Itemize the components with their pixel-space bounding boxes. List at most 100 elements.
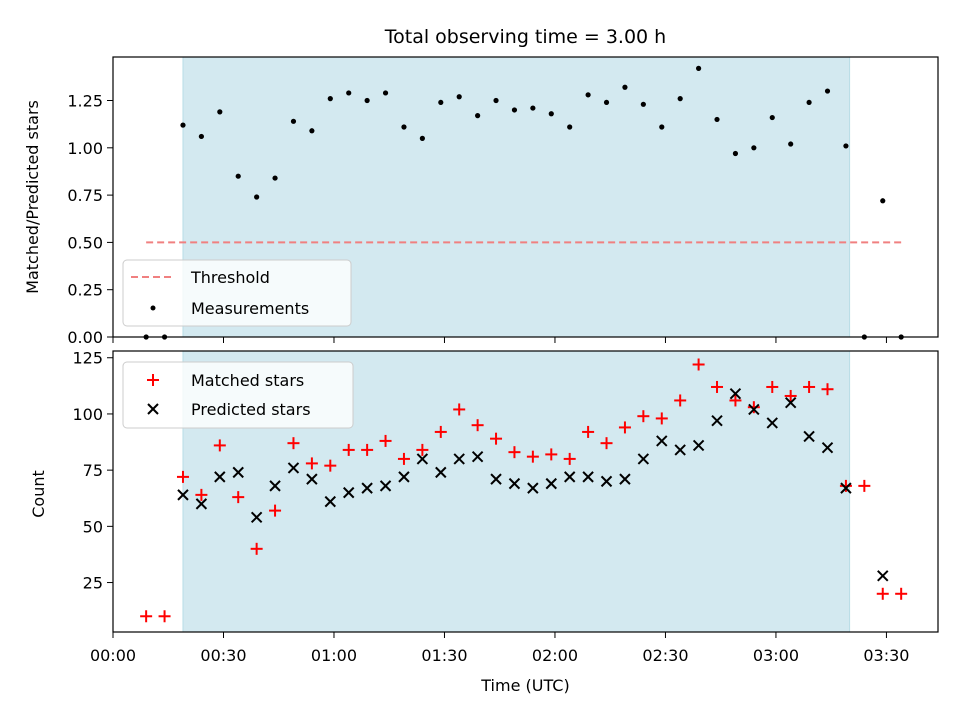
top-ytick-label: 0.75 (67, 186, 103, 205)
bottom-xtick-label: 03:00 (753, 646, 799, 665)
matched-stars-point (490, 432, 503, 445)
legend-measurements-swatch (150, 305, 156, 311)
measurements-point (806, 99, 812, 106)
matched-stars-point (618, 421, 631, 434)
predicted-stars-point (674, 444, 686, 456)
measurements-point (622, 84, 628, 90)
measurements-point (603, 99, 610, 106)
predicted-stars-point (619, 473, 631, 485)
predicted-stars-point (177, 489, 189, 501)
measurements-point (419, 135, 425, 141)
top-ytick-label: 1.00 (67, 139, 103, 158)
bottom-ytick-label: 50 (83, 517, 103, 536)
matched-stars-point (416, 443, 429, 456)
measurements-point (309, 128, 315, 134)
matched-stars-point (342, 443, 355, 456)
matched-stars-point (858, 479, 871, 492)
bottom-ylabel: Count (29, 470, 48, 518)
measurements-point (843, 143, 849, 149)
legend-predicted-swatch (147, 403, 159, 415)
measurements-point (824, 88, 831, 94)
measurements-point (677, 96, 683, 102)
matched-stars-point (821, 383, 834, 396)
measurements-point (235, 173, 241, 179)
matched-stars-point (195, 488, 208, 501)
bottom-xtick-label: 02:30 (642, 646, 688, 665)
predicted-stars-point (784, 396, 797, 409)
predicted-stars-point (379, 480, 392, 492)
top-panel: 0.00 0.25 0.50 0.75 1.00 1.25 Total observing… (23, 26, 939, 347)
bottom-plot-frame (112, 350, 939, 633)
legend-measurements-label: Measurements (191, 299, 309, 318)
measurements-point (732, 150, 739, 157)
predicted-stars-point (600, 475, 613, 488)
predicted-stars-point (711, 414, 723, 427)
matched-stars-point (545, 448, 558, 461)
predicted-stars-point (287, 462, 300, 474)
matched-stars-point (324, 459, 337, 472)
matched-stars-point (692, 358, 705, 371)
measurements-point (327, 96, 333, 102)
measurements-point (364, 97, 370, 104)
measurements-point (401, 124, 407, 130)
measurements-point (217, 109, 223, 115)
matched-stars-point (876, 587, 889, 600)
predicted-stars-point (435, 466, 447, 479)
predicted-stars-point (692, 439, 705, 452)
matched-stars-point (582, 425, 595, 438)
measurements-point (290, 118, 297, 124)
matched-stars-point (784, 389, 797, 402)
top-title: Total observing time = 3.00 h (384, 26, 666, 48)
matched-stars-point (397, 452, 410, 465)
predicted-stars-point (803, 430, 815, 443)
predicted-stars-point (508, 477, 521, 490)
matched-stars-point (526, 450, 539, 463)
matched-stars-point (655, 412, 668, 425)
matched-stars-point (674, 394, 687, 407)
predicted-stars-point (656, 435, 668, 447)
matched-stars-point (895, 587, 908, 600)
matched-stars-point (305, 457, 318, 470)
matched-stars-point (453, 403, 466, 416)
legend-matched-label: Matched stars (191, 371, 304, 390)
matched-stars-point (213, 439, 226, 452)
predicted-stars-point (748, 403, 760, 416)
bottom-ytick-label: 100 (72, 405, 103, 424)
predicted-stars-point (398, 471, 410, 483)
measurements-point (180, 122, 186, 128)
predicted-stars-point (821, 441, 834, 454)
matched-stars-point (637, 410, 650, 423)
matched-stars-point (434, 425, 447, 438)
measurements-point (548, 111, 554, 117)
measurements-point (640, 101, 646, 107)
predicted-stars-point (582, 471, 594, 483)
bottom-xtick-label: 01:30 (421, 646, 467, 665)
predicted-stars-point (343, 486, 355, 499)
bottom-legend: Matched stars Predicted stars (122, 361, 354, 429)
predicted-stars-point (232, 466, 244, 479)
bottom-xtick-label: 00:30 (200, 646, 246, 665)
measurements-point (456, 94, 462, 100)
predicted-stars-point (214, 471, 226, 483)
top-plot-frame (112, 56, 939, 338)
matched-stars-point (158, 610, 171, 623)
measurements-point (438, 99, 444, 106)
measurements-point (567, 124, 573, 130)
predicted-stars-point (306, 473, 318, 485)
measurements-point (272, 175, 278, 181)
top-ytick-label: 1.25 (67, 92, 103, 111)
bottom-xlabel: Time (UTC) (480, 676, 569, 695)
predicted-stars-point (545, 477, 557, 490)
measurements-point (198, 133, 204, 140)
measurements-point (382, 90, 389, 96)
legend-matched-swatch (147, 374, 159, 386)
legend-predicted-label: Predicted stars (191, 400, 311, 419)
matched-stars-point (379, 434, 392, 447)
matched-stars-point (250, 542, 263, 555)
predicted-stars-point (453, 453, 465, 465)
matched-stars-point (471, 419, 484, 432)
predicted-stars-point (324, 495, 337, 508)
matched-stars-point (176, 470, 189, 483)
legend-threshold-label: Threshold (190, 268, 270, 287)
